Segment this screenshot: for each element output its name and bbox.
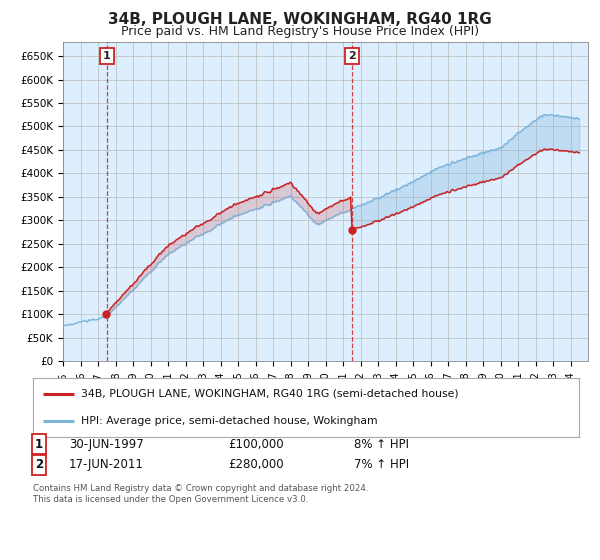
Text: 8% ↑ HPI: 8% ↑ HPI <box>354 437 409 451</box>
Text: 34B, PLOUGH LANE, WOKINGHAM, RG40 1RG (semi-detached house): 34B, PLOUGH LANE, WOKINGHAM, RG40 1RG (s… <box>81 389 458 399</box>
Text: £280,000: £280,000 <box>228 458 284 472</box>
Text: 30-JUN-1997: 30-JUN-1997 <box>69 437 144 451</box>
Text: 17-JUN-2011: 17-JUN-2011 <box>69 458 144 472</box>
Text: 2: 2 <box>348 51 356 61</box>
Text: 34B, PLOUGH LANE, WOKINGHAM, RG40 1RG: 34B, PLOUGH LANE, WOKINGHAM, RG40 1RG <box>108 12 492 27</box>
Text: £100,000: £100,000 <box>228 437 284 451</box>
Text: 1: 1 <box>35 437 43 451</box>
Text: Price paid vs. HM Land Registry's House Price Index (HPI): Price paid vs. HM Land Registry's House … <box>121 25 479 38</box>
Text: 2: 2 <box>35 458 43 472</box>
Text: 1: 1 <box>103 51 110 61</box>
Text: Contains HM Land Registry data © Crown copyright and database right 2024.
This d: Contains HM Land Registry data © Crown c… <box>33 484 368 504</box>
Text: 7% ↑ HPI: 7% ↑ HPI <box>354 458 409 472</box>
Text: HPI: Average price, semi-detached house, Wokingham: HPI: Average price, semi-detached house,… <box>81 416 377 426</box>
